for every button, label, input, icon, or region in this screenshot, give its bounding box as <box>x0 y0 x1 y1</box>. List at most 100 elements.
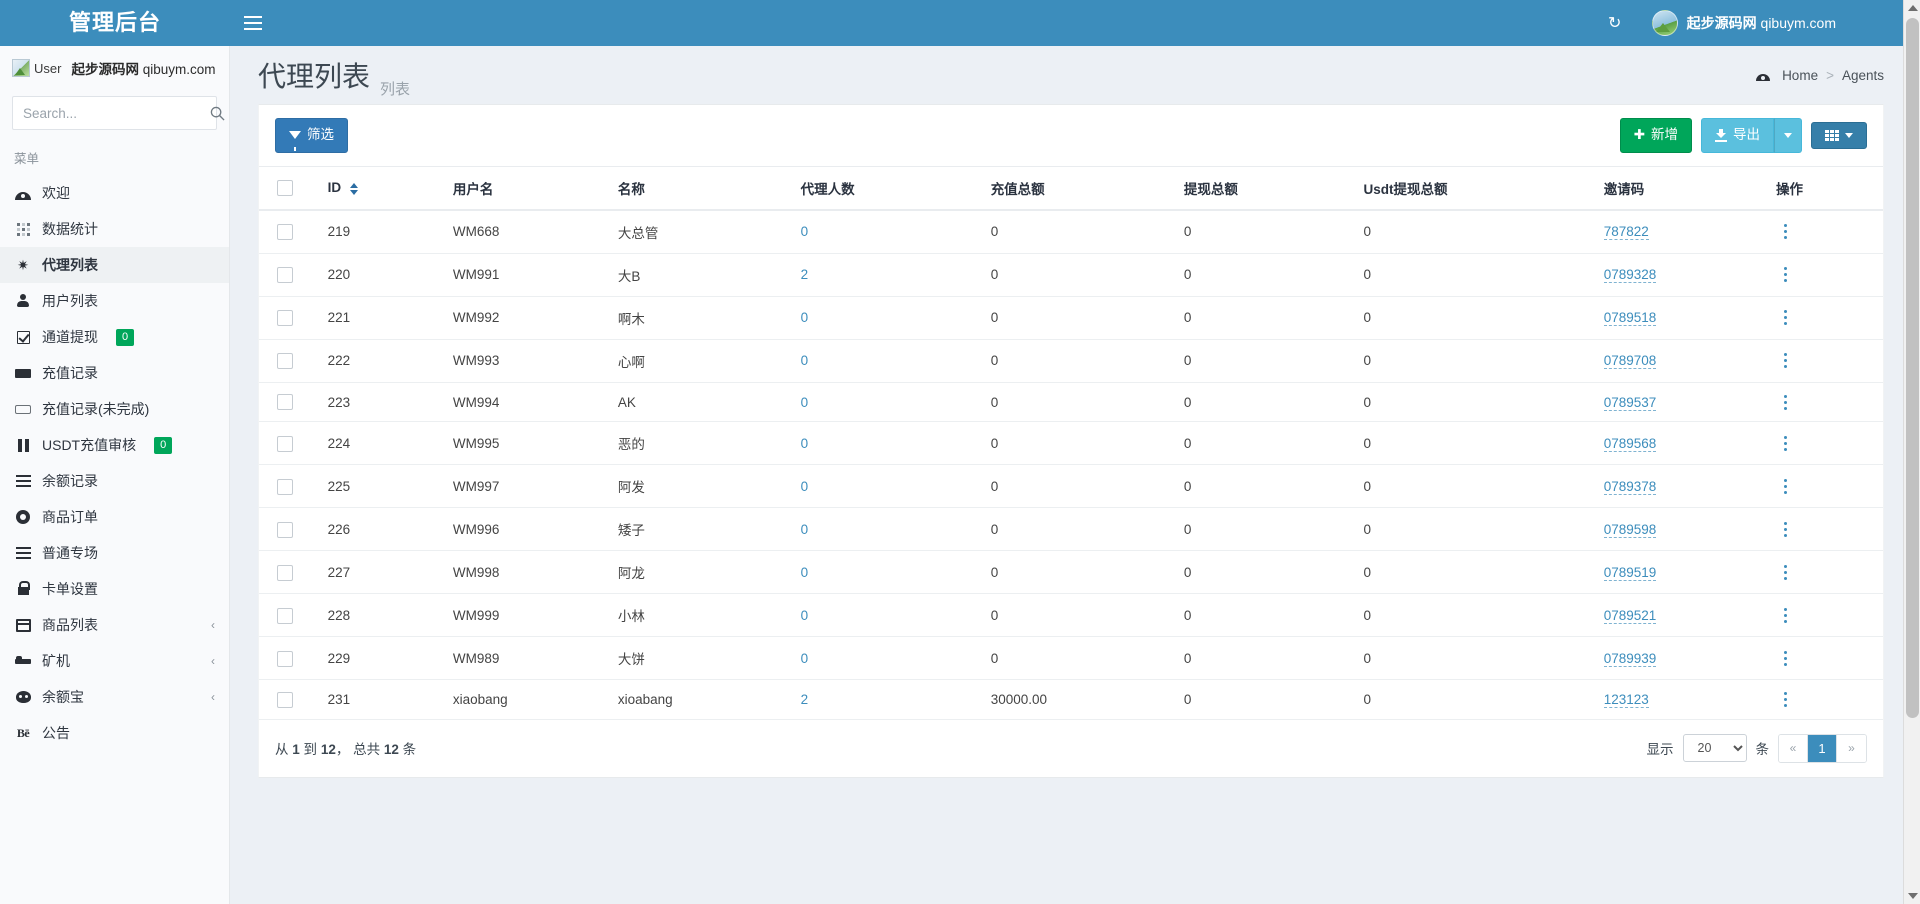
page-size-select[interactable]: 2050100全部 <box>1682 734 1747 763</box>
breadcrumb-item-home[interactable]: Home <box>1782 67 1819 83</box>
agents-count-link[interactable]: 0 <box>800 224 809 240</box>
th-recharge[interactable]: 充值总额 <box>982 165 1176 211</box>
row-checkbox[interactable] <box>277 224 293 241</box>
row-actions-icon[interactable] <box>1776 564 1794 580</box>
th-username[interactable]: 用户名 <box>444 165 610 211</box>
th-withdraw[interactable]: 提现总额 <box>1175 165 1356 211</box>
row-checkbox[interactable] <box>277 691 293 708</box>
row-checkbox[interactable] <box>277 564 293 581</box>
row-checkbox[interactable] <box>277 310 293 327</box>
agents-count-link[interactable]: 0 <box>800 650 809 666</box>
sidebar-item-13[interactable]: 商品列表 ‹ <box>0 607 229 643</box>
sidebar-item-2[interactable]: 数据统计 <box>0 211 229 247</box>
row-checkbox[interactable] <box>277 607 293 624</box>
th-id[interactable]: ID <box>319 165 445 211</box>
th-code[interactable]: 邀请码 <box>1595 165 1769 211</box>
row-checkbox[interactable] <box>277 435 293 452</box>
invite-code-link[interactable]: 0789519 <box>1603 564 1657 581</box>
search-input[interactable] <box>13 97 210 129</box>
chevron-left-icon: ‹ <box>211 654 215 668</box>
invite-code-link[interactable]: 0789328 <box>1603 267 1657 284</box>
row-checkbox[interactable] <box>277 267 293 284</box>
pager-prev[interactable]: « <box>1779 734 1808 762</box>
row-actions-icon[interactable] <box>1776 521 1794 537</box>
scrollbar-thumb[interactable] <box>1906 18 1919 718</box>
sidebar-item-1[interactable]: 欢迎 <box>0 175 229 211</box>
filter-button[interactable]: 筛选 <box>275 118 348 153</box>
sidebar-item-4[interactable]: 用户列表 <box>0 283 229 319</box>
agents-count-link[interactable]: 0 <box>800 435 809 451</box>
agents-count-link[interactable]: 2 <box>800 692 809 708</box>
sort-icon[interactable] <box>349 182 358 195</box>
agents-count-link[interactable]: 0 <box>800 478 809 494</box>
row-actions-icon[interactable] <box>1776 650 1794 666</box>
sidebar-item-10[interactable]: 商品订单 <box>0 499 229 535</box>
agents-count-link[interactable]: 0 <box>800 607 809 623</box>
row-actions-icon[interactable] <box>1776 353 1794 369</box>
search-icon[interactable] <box>210 106 229 121</box>
sidebar-item-8[interactable]: USDT充值审核 0 <box>0 427 229 463</box>
invite-code-link[interactable]: 0789568 <box>1603 435 1657 452</box>
th-agents[interactable]: 代理人数 <box>792 165 983 211</box>
row-checkbox[interactable] <box>277 650 293 667</box>
row-actions-icon[interactable] <box>1776 435 1794 451</box>
sidebar-item-7[interactable]: 充值记录(未完成) <box>0 391 229 427</box>
sidebar-item-16[interactable]: Bē 公告 <box>0 715 229 751</box>
invite-code-link[interactable]: 0789537 <box>1603 394 1657 411</box>
page-scrollbar[interactable] <box>1903 0 1920 904</box>
sidebar-item-6[interactable]: 充值记录 <box>0 355 229 391</box>
th-name[interactable]: 名称 <box>609 165 793 211</box>
sidebar-item-12[interactable]: 卡单设置 <box>0 571 229 607</box>
cell-username: WM994 <box>444 381 610 422</box>
th-usdt[interactable]: Usdt提现总额 <box>1355 165 1596 211</box>
row-checkbox[interactable] <box>277 394 293 411</box>
sidebar-item-9[interactable]: 余额记录 <box>0 463 229 499</box>
export-dropdown-toggle[interactable] <box>1774 118 1802 153</box>
agents-count-link[interactable]: 2 <box>800 267 809 283</box>
row-actions-icon[interactable] <box>1776 478 1794 494</box>
add-button[interactable]: ✚ 新增 <box>1619 118 1692 153</box>
invite-code-link[interactable]: 0789939 <box>1603 650 1657 667</box>
row-actions-icon[interactable] <box>1776 607 1794 623</box>
invite-code-link[interactable]: 0789518 <box>1603 310 1657 327</box>
row-actions-icon[interactable] <box>1776 692 1794 708</box>
agents-count-link[interactable]: 0 <box>800 310 809 326</box>
pager-next[interactable]: » <box>1837 734 1866 762</box>
columns-toggle-button[interactable] <box>1811 121 1867 149</box>
breadcrumb-item-agents[interactable]: Agents <box>1841 67 1884 83</box>
sidebar-user-block[interactable]: User 起步源码网 qibuym.com <box>0 46 229 82</box>
agents-count-link[interactable]: 0 <box>800 564 809 580</box>
invite-code-link[interactable]: 0789708 <box>1603 353 1657 370</box>
refresh-icon[interactable]: ↻ <box>1607 15 1622 32</box>
agents-count-link[interactable]: 0 <box>800 521 809 537</box>
agents-count-link[interactable]: 0 <box>800 394 809 410</box>
invite-code-link[interactable]: 123123 <box>1603 692 1649 709</box>
select-all-checkbox[interactable] <box>277 180 293 197</box>
sidebar-item-15[interactable]: 余额宝 ‹ <box>0 679 229 715</box>
row-actions-icon[interactable] <box>1776 394 1794 410</box>
scroll-down-icon[interactable] <box>1908 893 1918 899</box>
user-menu[interactable]: 起步源码网 qibuym.com <box>1638 0 1850 46</box>
agents-count-link[interactable]: 0 <box>800 353 809 369</box>
row-checkbox[interactable] <box>277 521 293 538</box>
brand-logo[interactable]: 管理后台 <box>68 10 161 35</box>
invite-code-link[interactable]: 0789598 <box>1603 521 1657 538</box>
sidebar-item-3[interactable]: ✷ 代理列表 <box>0 247 229 283</box>
invite-code-link[interactable]: 0789521 <box>1603 607 1657 624</box>
row-actions-icon[interactable] <box>1776 224 1794 240</box>
sidebar-toggle-icon[interactable] <box>230 0 276 46</box>
invite-code-link[interactable]: 0789378 <box>1603 478 1657 495</box>
invite-code-link[interactable]: 787822 <box>1603 224 1649 241</box>
sidebar-item-11[interactable]: 普通专场 <box>0 535 229 571</box>
sidebar-search[interactable] <box>12 96 225 130</box>
row-checkbox[interactable] <box>277 478 293 495</box>
scroll-up-icon[interactable] <box>1908 5 1918 11</box>
row-checkbox[interactable] <box>277 353 293 370</box>
pager-page-1[interactable]: 1 <box>1808 734 1837 762</box>
row-actions-icon[interactable] <box>1776 267 1794 283</box>
row-actions-icon[interactable] <box>1776 310 1794 326</box>
export-button-label: 导出 <box>1733 127 1760 142</box>
export-button[interactable]: 导出 <box>1701 118 1774 153</box>
sidebar-item-5[interactable]: 通道提现 0 <box>0 319 229 355</box>
sidebar-item-14[interactable]: 矿机 ‹ <box>0 643 229 679</box>
